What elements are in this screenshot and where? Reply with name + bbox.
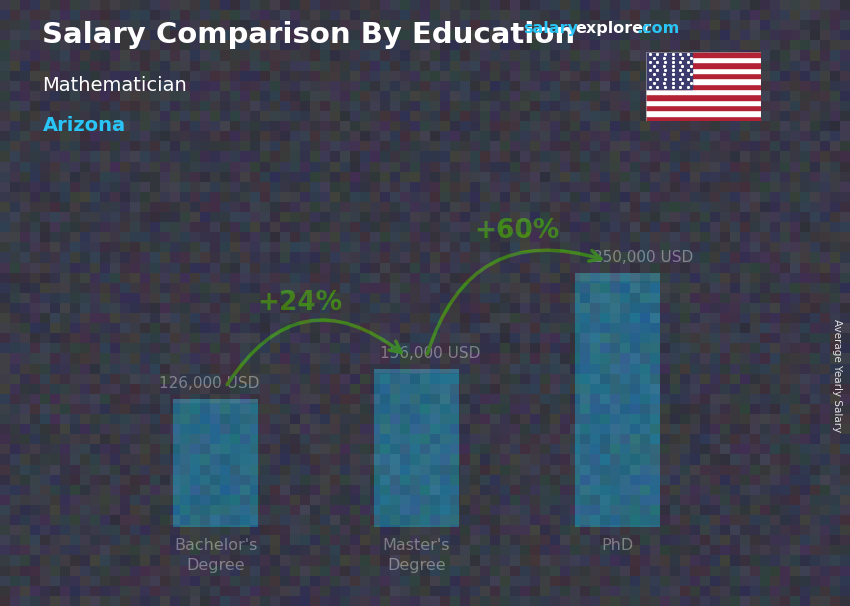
Bar <box>646 105 761 110</box>
Text: salary: salary <box>523 21 578 36</box>
Bar <box>646 52 692 89</box>
Bar <box>173 399 258 527</box>
Text: +60%: +60% <box>474 218 559 244</box>
Bar <box>646 68 761 73</box>
Text: Average Yearly Salary: Average Yearly Salary <box>832 319 842 432</box>
Bar <box>575 273 660 281</box>
Text: Salary Comparison By Education: Salary Comparison By Education <box>42 21 575 49</box>
Text: 126,000 USD: 126,000 USD <box>159 376 260 391</box>
Bar <box>646 78 761 84</box>
Text: 250,000 USD: 250,000 USD <box>593 250 694 265</box>
Bar <box>646 57 761 62</box>
Bar <box>646 95 761 100</box>
Bar <box>646 116 761 121</box>
Text: Arizona: Arizona <box>42 116 126 135</box>
Bar <box>646 52 761 57</box>
Bar <box>374 368 459 527</box>
Bar <box>441 368 451 527</box>
Bar <box>240 399 250 527</box>
Bar <box>575 273 660 527</box>
Bar <box>646 84 761 89</box>
Text: +24%: +24% <box>258 290 343 316</box>
Text: explorer: explorer <box>575 21 652 36</box>
Bar <box>642 273 652 527</box>
Bar <box>646 100 761 105</box>
Bar <box>646 110 761 116</box>
Bar <box>646 89 761 95</box>
Text: .com: .com <box>637 21 680 36</box>
Bar <box>646 73 761 78</box>
Text: 156,000 USD: 156,000 USD <box>380 345 481 361</box>
Text: Mathematician: Mathematician <box>42 76 187 95</box>
Bar <box>646 62 761 68</box>
Bar <box>374 368 459 373</box>
Bar <box>173 399 258 403</box>
